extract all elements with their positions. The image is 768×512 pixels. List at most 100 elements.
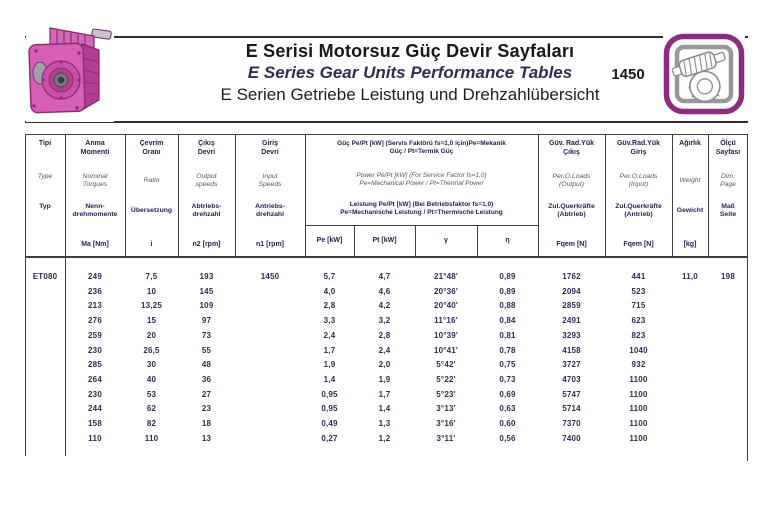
cell-fq_in: 932 [631, 360, 646, 370]
cell-pe: 1,9 [323, 360, 336, 370]
col-header-radial-load-input-en: Per.O.Loads (Input) [619, 173, 658, 189]
cell-fq_out: 3293 [562, 330, 581, 340]
cell-fq_out: 3727 [562, 360, 581, 370]
cell-n2: 13 [201, 433, 212, 443]
table-row: 230 26,5 55 1,7 2,4 10°41' 0,78 4158 1040 [25, 344, 748, 359]
cell-fq_in: 623 [631, 316, 646, 326]
table-row: 110 110 13 0,27 1,2 3°11' 0,56 7400 1100 [25, 432, 748, 447]
col-header-ratio-en: Ratio [143, 177, 160, 184]
col-header-input-speed-en: Input Speeds [258, 173, 282, 189]
col-header-torque-tr: Anma Momenti [80, 140, 110, 156]
worm-gear-glyph [663, 33, 745, 115]
cell-tipi: ET080 [32, 272, 58, 281]
cell-pe: 0,95 [321, 404, 338, 414]
cell-pe: 4,0 [323, 286, 336, 296]
cell-ma: 259 [88, 330, 102, 340]
cell-n1: 1450 [260, 272, 280, 281]
cell-ma: 249 [88, 272, 102, 281]
cell-pe: 5,7 [323, 272, 336, 281]
worm-gear-icon [663, 33, 745, 115]
cell-eta: 0,69 [499, 389, 516, 399]
cell-ma: 236 [88, 286, 102, 296]
header-band-bottom-rule [25, 121, 748, 123]
cell-gamma: 3°11' [436, 433, 456, 443]
cell-eta: 0,84 [499, 316, 516, 326]
cell-fq_in: 1100 [629, 404, 648, 414]
page-title-turkish: E Serisi Motorsuz Güç Devir Sayfaları [245, 41, 575, 61]
cell-gamma: 10°41' [433, 345, 459, 355]
table-row: 244 62 23 0,95 1,4 3°13' 0,63 5714 1100 [25, 402, 748, 417]
col-header-torque-en: Nominal Torques [82, 173, 108, 189]
col-header-torque-de: Nenn- drehmomente [72, 203, 118, 219]
col-header-output-speed-en: Output speeds [195, 173, 218, 189]
cell-eta: 0,89 [499, 272, 516, 281]
cell-gamma: 5°42' [436, 360, 456, 370]
cell-ma: 276 [88, 316, 102, 326]
cell-gamma: 5°23' [436, 389, 456, 399]
grid-line [747, 134, 748, 461]
header-band-top-rule [25, 36, 748, 38]
col-header-weight-en: Weight [679, 177, 701, 184]
cell-fq_in: 1040 [629, 345, 648, 355]
cell-fq_out: 5714 [562, 404, 581, 414]
cell-pt: 4,7 [378, 272, 391, 281]
table-row: 285 30 48 1,9 2,0 5°42' 0,75 3727 932 [25, 358, 748, 373]
col-header-radial-load-input-de: Zul.Querkräfte (Antrieb) [615, 203, 662, 219]
col-unit-efficiency: η [505, 237, 510, 244]
cell-n2: 36 [201, 374, 212, 384]
cell-n2: 18 [201, 419, 212, 428]
grid-line [708, 134, 709, 257]
col-unit-weight: [kg] [683, 241, 697, 248]
cell-n2: 73 [201, 330, 212, 340]
grid-line [65, 134, 66, 456]
col-header-radial-load-output-en: Per.O.Loads (Output) [552, 173, 591, 189]
cell-pe: 2,8 [323, 301, 336, 311]
cell-gamma: 21°48' [433, 272, 459, 281]
col-header-radial-load-input-tr: Güv.Rad.Yük Giriş [616, 140, 661, 156]
cell-pt: 2,0 [378, 360, 391, 370]
col-header-type-de: Typ [39, 203, 51, 210]
cell-eta: 0,78 [499, 345, 516, 355]
cell-pt: 3,2 [378, 316, 391, 326]
col-header-type-en: Type [37, 173, 53, 180]
cell-fq_in: 1100 [629, 433, 648, 443]
cell-i: 62 [146, 404, 157, 414]
power-group-header-de: Leistung Pe/Pt [kW] (Bei Betriebsfaktor … [340, 201, 503, 216]
cell-fq_in: 441 [631, 272, 646, 281]
cell-fq_out: 7370 [562, 419, 581, 428]
power-group-header-en: Power Pe/Pt [kW] (For Service Factor fs=… [356, 172, 487, 187]
grid-line [477, 225, 478, 257]
cell-pe: 0,27 [321, 433, 338, 443]
cell-i: 26,5 [143, 345, 160, 355]
cell-fq_out: 1762 [562, 272, 581, 281]
col-header-radial-load-output-de: Zul.Querkräfte (Abtrieb) [548, 203, 595, 219]
cell-pe: 1,7 [323, 345, 336, 355]
cell-ma: 158 [88, 419, 102, 428]
cell-fq_in: 523 [631, 286, 646, 296]
grid-line [305, 225, 538, 226]
grid-line [305, 134, 306, 257]
cell-i: 15 [146, 316, 157, 326]
cell-fq_out: 2859 [562, 301, 581, 311]
cell-n2: 48 [201, 360, 212, 370]
grid-line [125, 134, 126, 257]
table-row: 213 13,25 109 2,8 4,2 20°40' 0,88 2859 715 [25, 299, 748, 314]
cell-n2: 97 [201, 316, 212, 326]
table-body: ET080 249 7,5 193 1450 5,7 4,7 21°48' 0,89 1762 44… [25, 270, 748, 455]
grid-line [25, 134, 26, 456]
grid-line [672, 134, 673, 257]
cell-ma: 264 [88, 374, 102, 384]
col-unit-ratio: i [150, 241, 153, 248]
cell-eta: 0,81 [499, 330, 516, 340]
col-header-type-tr: Tipi [38, 140, 52, 147]
col-unit-radial-load-output: Fqem [N] [556, 241, 587, 248]
cell-gamma: 11°16' [434, 316, 458, 326]
cell-pt: 2,4 [378, 345, 391, 355]
col-unit-lead-angle: γ [444, 237, 448, 244]
cell-eta: 0,63 [499, 404, 516, 414]
cell-ma: 230 [88, 345, 102, 355]
grid-line [178, 134, 179, 257]
cell-pt: 1,3 [378, 419, 391, 428]
cell-fq_in: 1100 [629, 374, 648, 384]
grid-line [235, 134, 236, 257]
